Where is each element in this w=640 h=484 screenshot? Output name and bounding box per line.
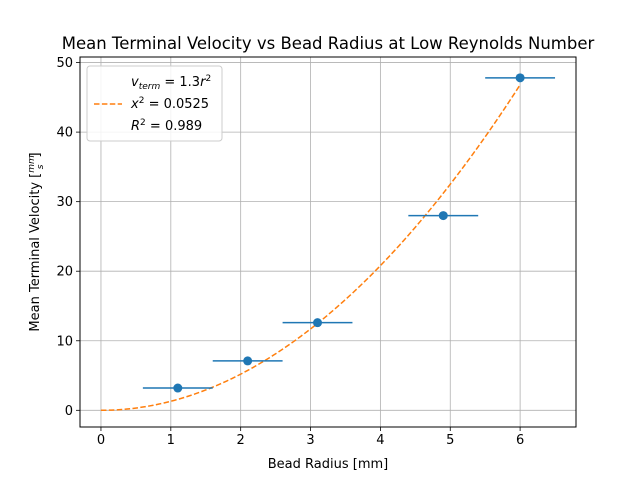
y-tick-label: 20 xyxy=(56,265,73,280)
legend-box xyxy=(86,65,223,142)
y-tick-label: 50 xyxy=(56,56,73,71)
y-axis-label: Mean Terminal Velocity [mms] xyxy=(27,152,46,331)
y-tick-label: 0 xyxy=(65,404,73,419)
chart-title: Mean Terminal Velocity vs Bead Radius at… xyxy=(62,34,595,53)
y-tick-label: 10 xyxy=(56,334,73,349)
x-tick-label: 2 xyxy=(237,433,245,448)
x-tick-label: 3 xyxy=(306,433,314,448)
y-tick-label: 30 xyxy=(56,195,73,210)
data-layer xyxy=(142,73,556,393)
data-point xyxy=(173,383,183,393)
data-point xyxy=(313,318,323,328)
ticks: 0 1 2 3 4 5 6 0 10 20 30 40 50 xyxy=(56,56,524,448)
x-tick-label: 4 xyxy=(376,433,384,448)
legend-entry-velocity: vterm = 1.3r2 xyxy=(131,74,211,92)
y-axis-label-unit-num: mm xyxy=(27,155,37,173)
x-tick-label: 6 xyxy=(516,433,524,448)
x-tick-label: 0 xyxy=(97,433,105,448)
y-axis-label-close: ] xyxy=(28,152,43,157)
plot-frame xyxy=(79,56,577,428)
legend: vterm = 1.3r2 x2 = 0.0525 R2 = 0.989 xyxy=(86,65,223,142)
data-point xyxy=(243,356,253,366)
x-tick-label: 1 xyxy=(167,433,175,448)
x-axis-label: Bead Radius [mm] xyxy=(268,457,388,472)
data-point xyxy=(515,73,525,83)
legend-entry-r-squared: R2 = 0.989 xyxy=(131,118,202,134)
legend-entry-chi-squared: x2 = 0.0525 xyxy=(130,96,209,112)
y-tick-label: 40 xyxy=(56,126,73,141)
y-axis-label-unit-den: s xyxy=(36,164,46,169)
x-tick-label: 5 xyxy=(446,433,454,448)
fit-curve xyxy=(100,84,521,412)
data-point xyxy=(438,211,448,221)
y-axis-label-text: Mean Terminal Velocity [ xyxy=(28,173,43,332)
fit-layer xyxy=(100,84,521,412)
